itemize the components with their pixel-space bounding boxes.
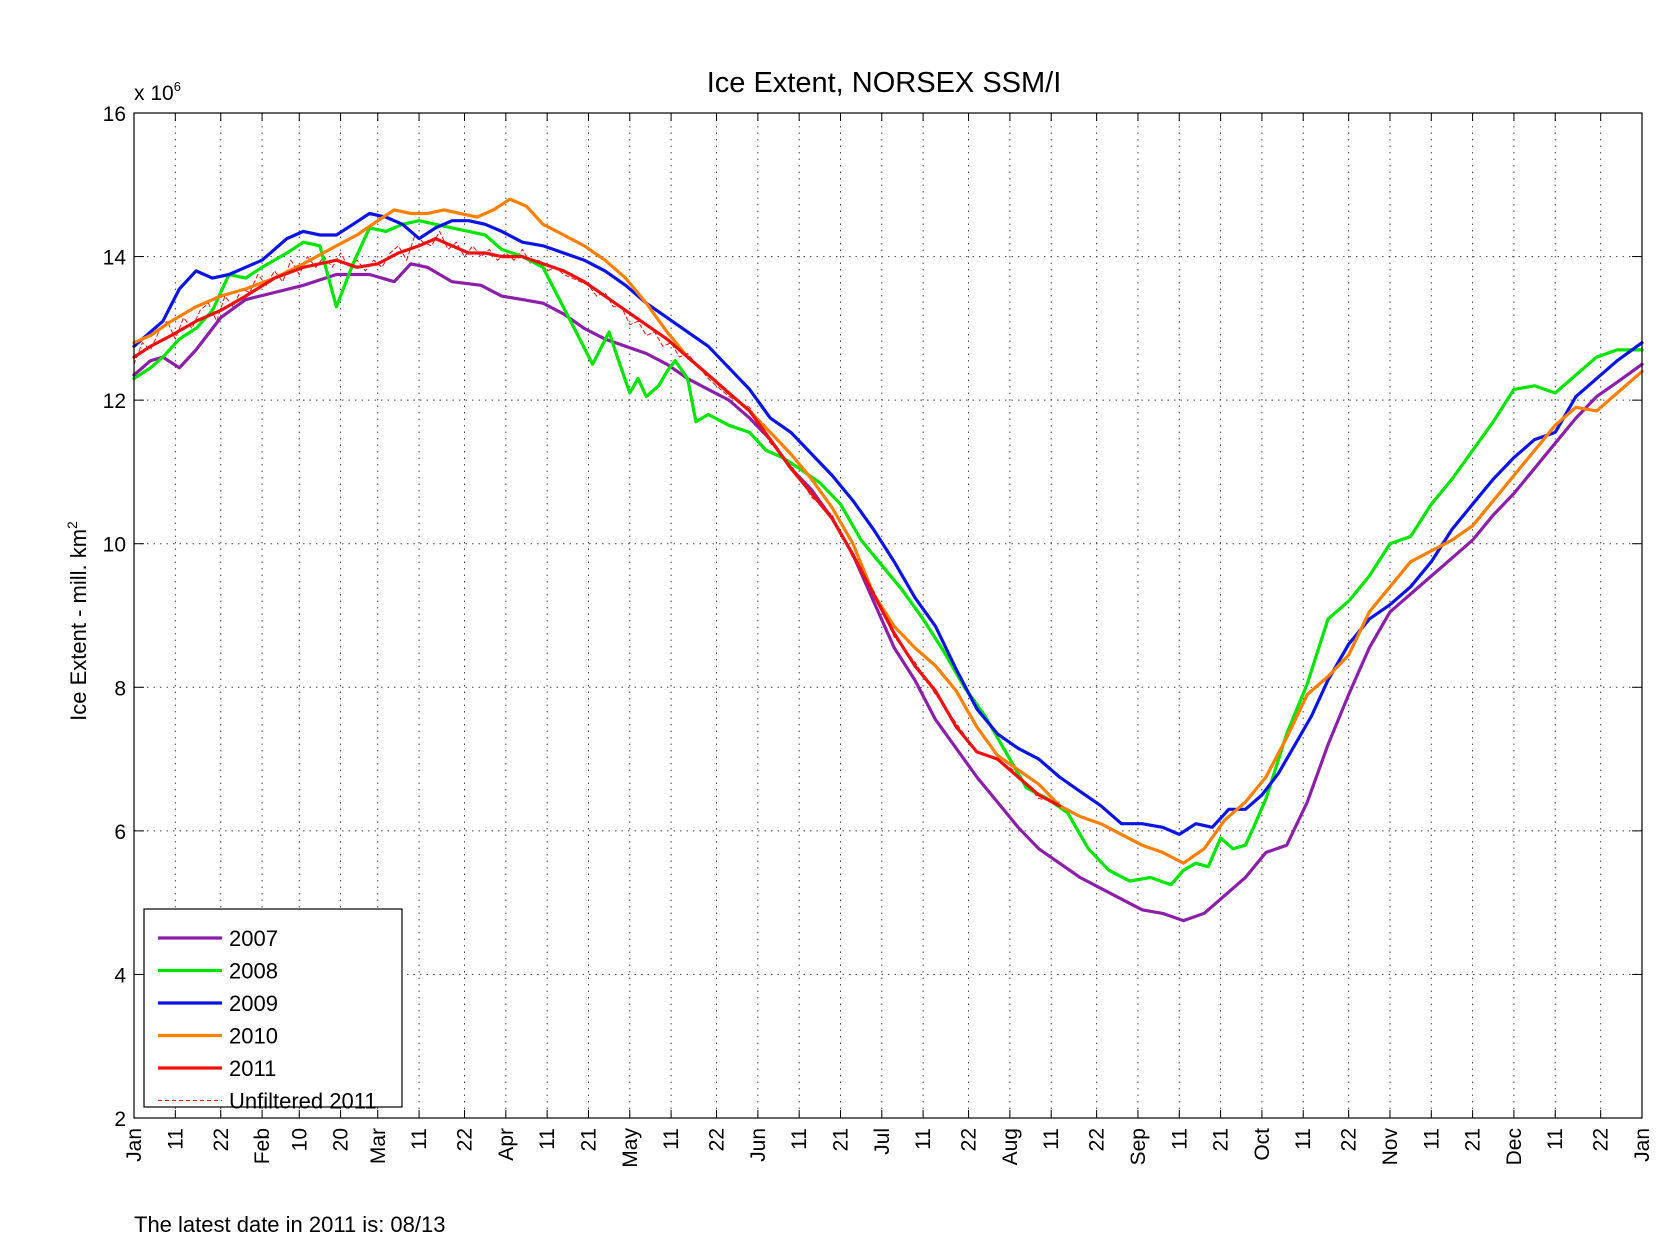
- x-tick-label: Dec: [1503, 1128, 1526, 1165]
- x-tick-label: 22: [958, 1128, 981, 1151]
- series-line-2010: [132, 197, 1644, 865]
- axis-ticks: Jan 11 22 Feb 10 20 Mar 11 22 Apr 11 21 May 11 22 Jun 11…: [103, 103, 1654, 1168]
- y-axis-label: Ice Extent - mill. km2: [64, 521, 91, 721]
- x-tick-label: 10: [288, 1128, 311, 1151]
- x-tick-label: Jun: [747, 1128, 770, 1162]
- x-tick-label: 11: [1168, 1128, 1191, 1150]
- y-axis-label-text: Ice Extent - mill. km: [66, 529, 91, 721]
- x-tick-label: 21: [829, 1128, 852, 1151]
- x-tick-label: Jul: [871, 1128, 894, 1155]
- data-series: [132, 197, 1644, 923]
- x-tick-label: Mar: [367, 1128, 390, 1164]
- x-tick-label: 11: [408, 1128, 431, 1150]
- x-tick-label: 11: [164, 1128, 187, 1150]
- x-tick-label: 22: [1590, 1128, 1613, 1151]
- x-tick-label: Feb: [251, 1128, 274, 1164]
- series-line-2007: [132, 262, 1644, 923]
- x-tick-label: 11: [1420, 1128, 1443, 1150]
- series-line-2011: [132, 237, 1062, 808]
- legend-label: 2008: [229, 959, 278, 984]
- x-tick-label: Sep: [1127, 1128, 1150, 1165]
- x-tick-label: 22: [210, 1128, 233, 1151]
- x-tick-label: 11: [1040, 1128, 1063, 1150]
- x-tick-label: Oct: [1251, 1128, 1274, 1161]
- legend-label: 2009: [229, 991, 278, 1016]
- legend-label: 2011: [229, 1056, 276, 1081]
- x-tick-label: Jan: [1631, 1128, 1654, 1162]
- y-tick-label: 4: [114, 964, 126, 987]
- x-tick-label: 11: [1544, 1128, 1567, 1150]
- plot-frame: [133, 112, 1643, 1119]
- x-tick-label: 22: [1338, 1128, 1361, 1151]
- x-tick-label: 22: [454, 1128, 477, 1151]
- x-tick-label: 21: [1210, 1128, 1233, 1151]
- x-tick-label: 11: [1292, 1128, 1315, 1150]
- legend-label: Unfiltered 2011: [229, 1089, 377, 1114]
- x-tick-label: 11: [536, 1128, 559, 1150]
- x-tick-label: 22: [706, 1128, 729, 1151]
- x-tick-label: 21: [1462, 1128, 1485, 1151]
- x-tick-label: 20: [330, 1128, 353, 1151]
- y-axis-label-superscript: 2: [64, 521, 80, 529]
- y-axis-multiplier: x 106: [134, 79, 181, 105]
- x-tick-label: Apr: [495, 1128, 518, 1161]
- y-multiplier-exponent: 6: [174, 79, 181, 94]
- legend-label: 2010: [229, 1024, 278, 1049]
- legend: 2007 2008 2009 2010 2011 Unfiltered 2011: [143, 908, 403, 1114]
- latest-date-note: The latest date in 2011 is: 08/13: [134, 1212, 446, 1237]
- x-tick-label: Aug: [999, 1128, 1022, 1165]
- y-tick-label: 14: [103, 247, 127, 270]
- y-tick-label: 10: [103, 534, 126, 557]
- x-tick-label: Nov: [1379, 1128, 1402, 1166]
- x-tick-label: 11: [788, 1128, 811, 1150]
- y-tick-label: 6: [114, 821, 126, 844]
- legend-box: [143, 908, 403, 1108]
- series-line-2009: [132, 211, 1644, 837]
- legend-label: 2007: [229, 926, 278, 951]
- x-tick-label: 22: [1086, 1128, 1109, 1151]
- x-tick-label: 21: [577, 1128, 600, 1151]
- chart-title: Ice Extent, NORSEX SSM/I: [707, 67, 1062, 99]
- y-tick-label: 16: [103, 103, 126, 126]
- x-tick-label: Jan: [123, 1128, 146, 1162]
- x-tick-label: May: [619, 1128, 642, 1168]
- y-tick-label: 2: [114, 1108, 126, 1131]
- grid-lines: [134, 113, 1642, 1118]
- y-tick-label: 12: [103, 390, 126, 413]
- y-tick-label: 8: [114, 677, 126, 700]
- x-tick-label: 11: [660, 1128, 683, 1150]
- y-multiplier-base: x 10: [134, 82, 174, 105]
- x-tick-label: 11: [912, 1128, 935, 1150]
